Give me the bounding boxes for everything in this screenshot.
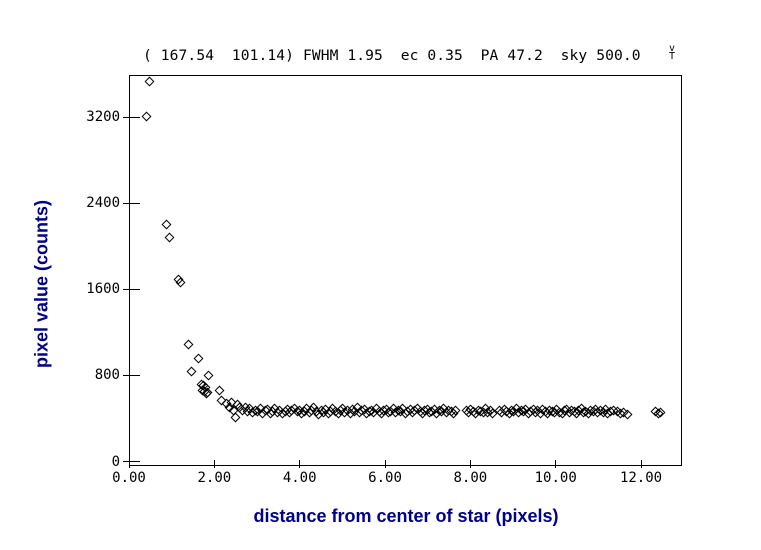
x-tick-label: 4.00: [282, 470, 317, 486]
y-tick-label: 800: [94, 367, 120, 384]
x-tick-label: 0.00: [112, 470, 146, 486]
x-tick-label: 10.00: [534, 470, 577, 486]
x-axis-tick: [555, 459, 557, 468]
y-axis-tick: [122, 461, 140, 462]
x-tick-label: 12.00: [619, 470, 663, 486]
plot-area[interactable]: [129, 75, 682, 466]
y-axis-tick: [122, 288, 140, 290]
y-tick-label: 3200: [86, 109, 120, 126]
y-tick-label: 1600: [86, 281, 120, 298]
x-axis-tick: [384, 459, 386, 468]
y-axis-tick: [122, 374, 140, 376]
y-tick-label: 0: [111, 453, 120, 470]
y-axis-tick: [122, 116, 140, 118]
y-tick-label: 2400: [86, 195, 120, 212]
y-axis-title: pixel value (counts): [31, 199, 52, 369]
x-axis-tick: [640, 459, 642, 468]
x-axis-title: distance from center of star (pixels): [253, 506, 559, 526]
x-tick-label: 6.00: [368, 470, 402, 486]
x-tick-label: 2.00: [197, 470, 232, 486]
plot-header-readout: ( 167.54 101.14) FWHM 1.95 ec 0.35 PA 47…: [143, 47, 641, 64]
graphics-cursor-icon: v T: [666, 43, 678, 62]
cursor-glyph-bottom: T: [668, 50, 676, 62]
y-axis-tick: [122, 202, 140, 204]
x-axis-tick: [213, 459, 215, 468]
x-axis-tick: [469, 459, 471, 468]
x-tick-label: 8.00: [453, 470, 488, 486]
cursor-glyph-top: v: [668, 43, 676, 54]
x-axis-tick: [299, 459, 301, 468]
x-axis-tick: [128, 459, 130, 468]
